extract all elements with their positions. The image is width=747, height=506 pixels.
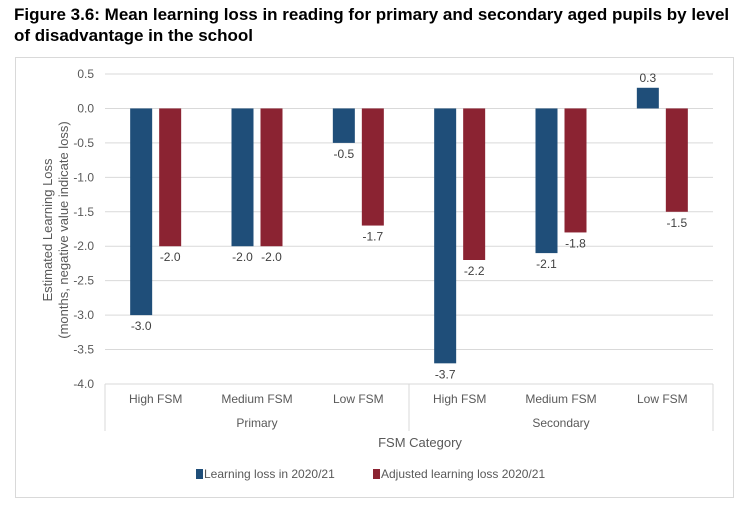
data-label: -2.1 bbox=[536, 257, 557, 271]
data-label: 0.3 bbox=[639, 71, 656, 85]
bar-adjusted-loss bbox=[564, 108, 587, 233]
data-label: -2.0 bbox=[160, 250, 181, 264]
y-tick-label: -4.0 bbox=[73, 377, 94, 391]
x-tick-label: High FSM bbox=[433, 392, 486, 406]
legend-label: Learning loss in 2020/21 bbox=[204, 467, 335, 481]
data-label: -1.8 bbox=[565, 236, 586, 250]
data-label: -3.0 bbox=[131, 319, 152, 333]
y-tick-label: -2.0 bbox=[73, 239, 94, 253]
bar-learning-loss bbox=[535, 108, 558, 254]
y-axis-title: Estimated Learning Loss(months, negative… bbox=[40, 121, 71, 339]
legend-swatch bbox=[373, 469, 380, 479]
data-label: -1.5 bbox=[666, 216, 687, 230]
legend-swatch bbox=[196, 469, 203, 479]
bar-learning-loss bbox=[231, 108, 254, 247]
bar-adjusted-loss bbox=[361, 108, 384, 226]
data-label: -0.5 bbox=[333, 147, 354, 161]
bar-learning-loss bbox=[332, 108, 355, 143]
legend-label: Adjusted learning loss 2020/21 bbox=[381, 467, 545, 481]
group-label: Secondary bbox=[532, 416, 589, 430]
data-label: -3.7 bbox=[435, 367, 456, 381]
x-tick-label: Low FSM bbox=[637, 392, 688, 406]
bar-adjusted-loss bbox=[159, 108, 182, 247]
bar-learning-loss bbox=[130, 108, 153, 316]
bar-adjusted-loss bbox=[260, 108, 283, 247]
y-tick-label: -2.5 bbox=[73, 274, 94, 288]
y-tick-label: 0.0 bbox=[77, 101, 94, 115]
x-tick-label: Medium FSM bbox=[525, 392, 596, 406]
data-label: -1.7 bbox=[362, 230, 383, 244]
chart-frame bbox=[15, 57, 734, 498]
y-tick-label: -0.5 bbox=[73, 136, 94, 150]
y-tick-label: -3.5 bbox=[73, 343, 94, 357]
y-tick-label: -3.0 bbox=[73, 308, 94, 322]
figure-title: Figure 3.6: Mean learning loss in readin… bbox=[14, 5, 730, 45]
x-tick-label: Medium FSM bbox=[221, 392, 292, 406]
group-label: Primary bbox=[236, 416, 277, 430]
bar-learning-loss bbox=[434, 108, 457, 364]
data-label: -2.0 bbox=[261, 250, 282, 264]
y-tick-label: 0.5 bbox=[77, 67, 94, 81]
bar-adjusted-loss bbox=[463, 108, 486, 260]
x-tick-label: Low FSM bbox=[333, 392, 384, 406]
x-axis-title: FSM Category bbox=[378, 435, 462, 450]
data-label: -2.2 bbox=[464, 264, 485, 278]
bar-learning-loss bbox=[636, 87, 659, 109]
y-tick-label: -1.0 bbox=[73, 170, 94, 184]
y-tick-label: -1.5 bbox=[73, 205, 94, 219]
data-label: -2.0 bbox=[232, 250, 253, 264]
x-tick-label: High FSM bbox=[129, 392, 182, 406]
bar-adjusted-loss bbox=[665, 108, 688, 212]
